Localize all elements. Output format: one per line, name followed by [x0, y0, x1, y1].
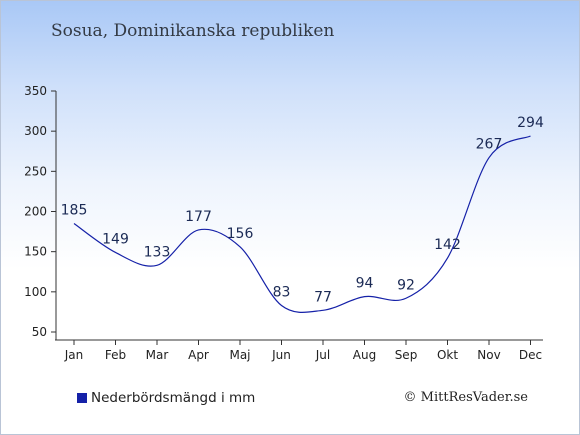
- y-tick-label: 200: [24, 205, 47, 219]
- x-tick-label: Maj: [229, 348, 250, 362]
- x-tick-label: Mar: [146, 348, 169, 362]
- data-label: 92: [397, 277, 415, 293]
- y-tick-label: 300: [24, 124, 47, 138]
- x-tick-label: Sep: [395, 348, 418, 362]
- data-label: 185: [61, 203, 88, 219]
- data-label: 294: [517, 115, 544, 131]
- x-tick-label: Jan: [64, 348, 84, 362]
- legend-swatch: [77, 393, 87, 403]
- y-tick-label: 250: [24, 164, 47, 178]
- x-tick-label: Nov: [477, 348, 500, 362]
- series-line: [73, 135, 531, 314]
- x-tick-label: Apr: [188, 348, 209, 362]
- y-tick-label: 350: [24, 84, 47, 98]
- y-tick-label: 100: [24, 285, 47, 299]
- chart-title: Sosua, Dominikanska republiken: [51, 21, 335, 41]
- x-tick-label: Dec: [519, 348, 542, 362]
- y-tick-label: 150: [24, 245, 47, 259]
- credit-text: © MittResVader.se: [403, 390, 528, 405]
- x-tick-label: Aug: [353, 348, 376, 362]
- data-label: 142: [434, 237, 461, 253]
- data-label: 133: [144, 244, 171, 260]
- data-label: 156: [227, 226, 254, 242]
- x-tick-label: Jun: [271, 348, 291, 362]
- data-label: 94: [356, 276, 374, 292]
- x-tick-label: Okt: [437, 348, 458, 362]
- y-tick-label: 50: [32, 325, 47, 339]
- data-label: 77: [314, 289, 332, 305]
- data-label: 149: [102, 231, 129, 247]
- data-label: 83: [273, 284, 291, 300]
- x-tick-label: Jul: [315, 348, 330, 362]
- data-label: 267: [476, 137, 503, 153]
- data-label: 177: [185, 209, 212, 225]
- x-tick-label: Feb: [105, 348, 126, 362]
- legend-label: Nederbördsmängd i mm: [91, 390, 256, 406]
- legend: Nederbördsmängd i mm: [77, 390, 255, 406]
